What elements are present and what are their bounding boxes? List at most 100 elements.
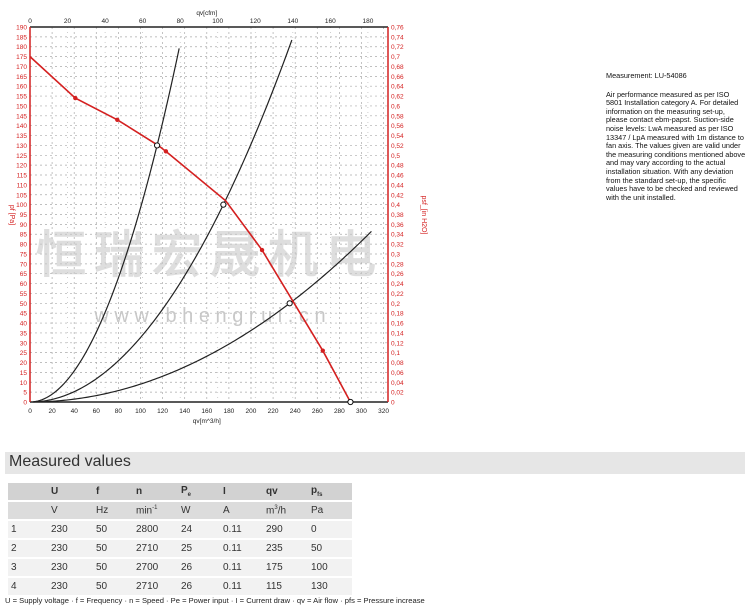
y2-tick-label: 0,12 (391, 340, 404, 347)
operating-point (347, 398, 354, 406)
table-cell: 1 (8, 521, 48, 538)
y2-tick-label: 0,44 (391, 182, 404, 189)
table-cell: 26 (178, 559, 220, 576)
watermark-logo: 恒瑞宏晟机电 (36, 227, 384, 283)
fan-performance-chart: 恒瑞宏晟机电 w w w . b h e n g r u i . c n 0 5 10 1… (8, 10, 427, 425)
fan-curve (29, 56, 352, 403)
table-cell: 50 (93, 540, 133, 557)
y-tick-label: 100 (16, 202, 27, 209)
table-cell: 230 (48, 559, 93, 576)
table-cell: 0.11 (220, 521, 263, 538)
unit-cell: m3/h (263, 502, 308, 519)
y-tick-label: 65 (20, 271, 28, 278)
unit-cell: A (220, 502, 263, 519)
x2-axis-label: qv[cfm] (196, 10, 217, 17)
y-tick-label: 115 (17, 173, 28, 180)
y-tick-label: 145 (16, 113, 27, 120)
y2-tick-label: 0,72 (391, 44, 404, 51)
x2-tick-label: 160 (325, 18, 336, 25)
table-cell: 290 (263, 521, 308, 538)
table-cell: 50 (93, 521, 133, 538)
y-tick-label: 180 (16, 44, 27, 51)
y2-tick-label: 0 (391, 400, 395, 407)
y2-tick-label: 0,28 (391, 261, 404, 268)
table-cell: 2800 (133, 521, 178, 538)
fan-curve-marker (163, 149, 169, 154)
y-tick-label: 55 (20, 291, 28, 298)
y-tick-label: 45 (20, 311, 28, 318)
x2-tick-label: 180 (362, 18, 373, 25)
x2-tick-label: 120 (250, 18, 261, 25)
unit-cell (8, 502, 48, 519)
unit-cell: V (48, 502, 93, 519)
x2-tick-label: 80 (177, 18, 185, 25)
y2-tick-label: 0,38 (391, 212, 404, 219)
y-tick-label: 30 (20, 340, 28, 347)
y2-tick-label: 0,2 (391, 301, 400, 308)
table-cell: 0.11 (220, 559, 263, 576)
table-row: 4 230 50 2710 26 0.11 115 130 (8, 578, 352, 595)
y2-tick-label: 0,54 (391, 133, 404, 140)
y2-tick-label: 0,74 (391, 34, 404, 41)
y2-tick-label: 0,04 (391, 380, 404, 387)
table-cell: 235 (263, 540, 308, 557)
x-tick-label: 80 (115, 408, 123, 415)
table-row: 2 230 50 2710 25 0.11 235 50 (8, 540, 352, 557)
table-cell: 2710 (133, 540, 178, 557)
y-tick-label: 95 (20, 212, 28, 219)
y-tick-label: 185 (16, 34, 27, 41)
y2-tick-label: 0,34 (391, 232, 404, 239)
x-tick-label: 280 (334, 408, 345, 415)
table-header-row: U f n Pe I qv pfs (8, 483, 352, 500)
x-tick-label: 180 (223, 408, 234, 415)
y2-axis-label: psf_[in H2O] (420, 196, 427, 235)
x-tick-label: 320 (378, 408, 389, 415)
table-cell: 24 (178, 521, 220, 538)
table-cell: 3 (8, 559, 48, 576)
table-cell: 50 (93, 559, 133, 576)
operating-point (220, 201, 227, 208)
y2-tick-label: 0,3 (391, 251, 400, 258)
x-tick-label: 200 (246, 408, 257, 415)
measurement-description: Air performance measured as per ISO 5801… (606, 89, 746, 202)
table-row: 1 230 50 2800 24 0.11 290 0 (8, 521, 352, 538)
y2-tick-label: 0,6 (391, 103, 400, 110)
measurement-id: Measurement: LU-54086 (606, 71, 687, 80)
y2-tick-label: 0,02 (391, 390, 404, 397)
unit-cell: W (178, 502, 220, 519)
y2-tick-label: 0,58 (391, 113, 404, 120)
y-tick-label: 170 (16, 64, 27, 71)
header-cell: Pe (178, 483, 220, 500)
y2-tick-label: 0,48 (391, 163, 404, 170)
table-cell: 175 (263, 559, 308, 576)
y-tick-label: 125 (16, 153, 27, 160)
y2-tick-label: 0,18 (391, 311, 404, 318)
table-cell: 2700 (133, 559, 178, 576)
y-tick-label: 150 (16, 103, 27, 110)
y-tick-label: 155 (16, 94, 27, 101)
table-cell: 2 (8, 540, 48, 557)
y2-tick-label: 0,62 (391, 94, 404, 101)
x-tick-label: 140 (179, 408, 190, 415)
x2-tick-label: 60 (139, 18, 147, 25)
header-cell (8, 483, 48, 500)
x2-tick-label: 40 (101, 18, 109, 25)
measured-values-table: U f n Pe I qv pfs V Hz min-1 W A m3/h Pa… (8, 481, 352, 597)
y2-tick-label: 0,22 (391, 291, 404, 298)
y2-tick-label: 0,24 (391, 281, 404, 288)
table-cell: 4 (8, 578, 48, 595)
header-cell: pfs (308, 483, 352, 500)
header-cell: qv (263, 483, 308, 500)
table-row: 3 230 50 2700 26 0.11 175 100 (8, 559, 352, 576)
x2-tick-label: 100 (212, 18, 223, 25)
system-curve-2 (33, 39, 293, 403)
measured-values-header: Measured values (5, 452, 745, 474)
table-units-row: V Hz min-1 W A m3/h Pa (8, 502, 352, 519)
y2-tick-label: 0,64 (391, 84, 404, 91)
y-tick-label: 5 (23, 390, 27, 397)
table-cell: 2710 (133, 578, 178, 595)
y2-tick-label: 0,06 (391, 370, 404, 377)
x-tick-label: 40 (71, 408, 79, 415)
y-axis-label: pf [Pa] (8, 205, 15, 225)
table-cell: 26 (178, 578, 220, 595)
